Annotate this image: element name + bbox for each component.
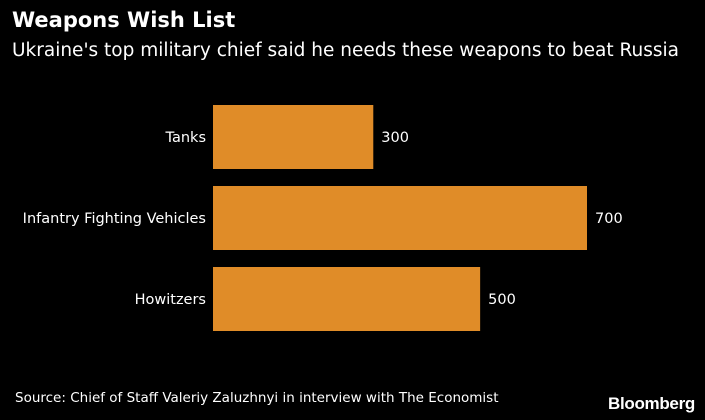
bar bbox=[213, 267, 481, 331]
category-label: Howitzers bbox=[135, 292, 206, 308]
value-label: 500 bbox=[488, 292, 516, 308]
bar bbox=[213, 186, 587, 250]
category-label: Tanks bbox=[165, 130, 206, 146]
source-note: Source: Chief of Staff Valeriy Zaluzhnyi… bbox=[15, 390, 499, 406]
value-label: 700 bbox=[595, 211, 623, 227]
bloomberg-logo: Bloomberg bbox=[607, 394, 695, 413]
value-label: 300 bbox=[381, 130, 409, 146]
bar-chart: Tanks 300 Infantry Fighting Vehicles 700 How… bbox=[23, 105, 623, 331]
chart-title: Weapons Wish List bbox=[12, 8, 236, 32]
category-label: Infantry Fighting Vehicles bbox=[23, 211, 206, 227]
chart-subtitle: Ukraine's top military chief said he nee… bbox=[12, 40, 679, 61]
bar bbox=[213, 105, 374, 169]
